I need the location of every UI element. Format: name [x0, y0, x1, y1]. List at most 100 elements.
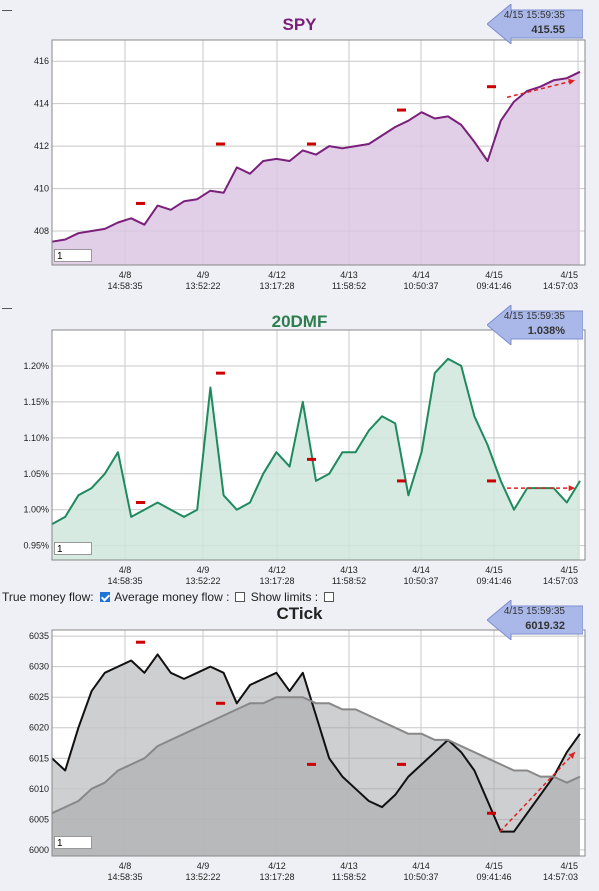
last-value-callout: 4/15 15:59:35 1.038%: [487, 305, 583, 345]
trend-arrowhead: [568, 752, 575, 759]
x-tick-date: 4/9: [197, 270, 210, 280]
x-tick-time: 13:52:22: [185, 281, 220, 291]
x-tick-time: 13:52:22: [185, 872, 220, 882]
x-tick-date: 4/15: [485, 270, 503, 280]
y-tick-label: 408: [34, 226, 49, 236]
event-marker: [487, 479, 496, 483]
x-tick-date: 4/12: [268, 270, 286, 280]
plot-frame: [51, 39, 586, 266]
zoom-input[interactable]: 1: [54, 249, 92, 262]
dmf-panel: 1.20% 1.15% 1.10% 1.05% 1.00% 0.95% 4/8 14:58:3…: [0, 300, 599, 590]
y-tick-label: 6000: [29, 845, 49, 855]
panel-collapse-handle[interactable]: [2, 10, 12, 11]
x-tick-time: 11:58:52: [332, 576, 366, 586]
callout-arrow-shape: [487, 4, 583, 44]
x-tick-time: 09:41:46: [476, 281, 511, 291]
avg-flow-label: Average money flow :: [114, 590, 230, 604]
y-tick-label: 6005: [29, 814, 49, 824]
event-marker: [307, 142, 316, 146]
event-marker: [397, 479, 406, 483]
y-tick-label: 1.05%: [23, 469, 49, 479]
y-tick-label: 1.15%: [23, 397, 49, 407]
event-marker: [487, 85, 496, 89]
chart-title: SPY: [282, 15, 317, 34]
y-tick-label: 1.00%: [23, 505, 49, 515]
x-tick-date: 4/8: [119, 861, 132, 871]
trend-arrowhead: [568, 485, 575, 492]
true-flow-checkbox[interactable]: [99, 592, 110, 602]
show-limits-label: Show limits :: [250, 590, 319, 604]
x-tick-date: 4/15: [560, 861, 578, 871]
y-tick-label: 414: [34, 99, 49, 109]
event-marker: [136, 501, 145, 504]
panel-collapse-handle[interactable]: [2, 308, 12, 309]
callout-value: 6019.32: [525, 620, 565, 632]
money-flow-controls: True money flow: Average money flow : Sh…: [2, 590, 336, 604]
last-value-callout: 4/15 15:59:35 6019.32: [487, 600, 583, 640]
callout-value: 1.038%: [527, 325, 565, 337]
x-tick-time: 10:50:37: [403, 281, 438, 291]
callout-time: 4/15 15:59:35: [503, 606, 565, 617]
series-line: [51, 357, 581, 525]
x-tick-date: 4/15: [560, 565, 578, 575]
series-area: [52, 358, 580, 560]
x-tick-time: 09:41:46: [476, 872, 511, 882]
y-tick-label: 6020: [29, 723, 49, 733]
event-marker: [397, 762, 406, 766]
y-tick-label: 416: [34, 56, 49, 66]
chart-title: CTick: [276, 604, 323, 623]
x-tick-time: 14:58:35: [107, 281, 142, 291]
x-tick-time: 11:58:52: [332, 872, 366, 882]
plot-frame: [51, 629, 586, 857]
plot-frame: [51, 329, 586, 561]
dmf-chart: 1.20% 1.15% 1.10% 1.05% 1.00% 0.95% 4/814:58:3…: [23, 329, 586, 586]
zoom-input[interactable]: 1: [54, 836, 92, 849]
callout-value: 415.55: [531, 24, 565, 36]
x-tick-time: 14:58:35: [107, 576, 142, 586]
event-marker: [487, 811, 496, 815]
y-tick-label: 410: [34, 184, 49, 194]
x-tick-time: 13:52:22: [185, 576, 220, 586]
avg-flow-checkbox[interactable]: [235, 592, 246, 602]
callout-time: 4/15 15:59:35: [503, 311, 565, 322]
x-tick-date: 4/15: [485, 565, 503, 575]
x-tick-time: 10:50:37: [403, 872, 438, 882]
true-flow-label: True money flow:: [2, 590, 94, 604]
y-tick-label: 6035: [29, 631, 49, 641]
x-tick-time: 13:17:28: [259, 281, 294, 291]
trend-arrow: [499, 751, 576, 833]
y-tick-label: 1.10%: [23, 433, 49, 443]
x-tick-date: 4/13: [340, 270, 358, 280]
y-tick-label: 6015: [29, 753, 49, 763]
x-tick-time: 14:58:35: [107, 872, 142, 882]
last-value-callout: 4/15 15:59:35 415.55: [487, 4, 583, 44]
chart-title: 20DMF: [271, 312, 328, 331]
series-area: [52, 71, 580, 265]
x-tick-date: 4/12: [268, 861, 286, 871]
zoom-input[interactable]: 1: [54, 542, 92, 555]
x-tick-date: 4/8: [119, 270, 132, 280]
series-area: [52, 697, 580, 856]
x-tick-date: 4/15: [560, 270, 578, 280]
spy-panel: 416 414 412 410 408 4/8 14:58:35 4/9 13:52:22 4/1…: [0, 0, 599, 300]
y-tick-label: 412: [34, 141, 49, 151]
x-tick-time: 14:57:03: [543, 576, 578, 586]
ctick-chart: 6035 6030 6025 6020 6015 6010 6005 6000 4/814:58…: [29, 629, 586, 882]
series-line: [51, 653, 581, 833]
series-line: [51, 696, 581, 815]
x-tick-date: 4/14: [412, 861, 430, 871]
event-marker: [216, 371, 225, 375]
event-marker: [136, 640, 145, 644]
x-tick-time: 10:50:37: [403, 576, 438, 586]
x-tick-time: 14:57:03: [543, 281, 578, 291]
event-marker: [216, 142, 225, 146]
event-marker: [307, 762, 316, 766]
x-tick-date: 4/13: [340, 861, 358, 871]
trend-arrow: [506, 79, 576, 99]
callout-arrow-shape: [487, 600, 583, 640]
x-tick-time: 09:41:46: [476, 576, 511, 586]
show-limits-checkbox[interactable]: [324, 592, 335, 602]
event-marker: [397, 108, 406, 112]
x-tick-time: 13:17:28: [259, 872, 294, 882]
ctick-panel: 6035 6030 6025 6020 6015 6010 6005 6000 4/8 14:58…: [0, 600, 599, 891]
